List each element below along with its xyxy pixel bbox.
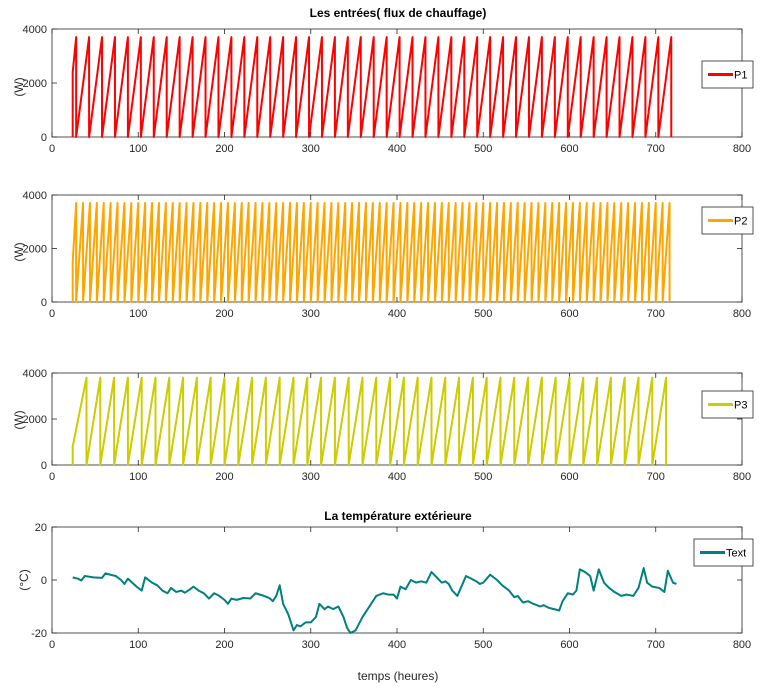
series-line-p1 bbox=[71, 36, 673, 138]
x-tick-label: 600 bbox=[560, 471, 578, 483]
legend: P2 bbox=[701, 206, 754, 235]
x-tick-label: 200 bbox=[215, 308, 233, 320]
legend-label: Text bbox=[726, 548, 746, 560]
x-tick-label: 700 bbox=[647, 143, 665, 155]
x-tick-label: 400 bbox=[388, 639, 406, 651]
legend-label: P2 bbox=[734, 216, 747, 228]
x-tick-label: 300 bbox=[302, 471, 320, 483]
x-tick-label: 0 bbox=[49, 639, 55, 651]
legend-label: P1 bbox=[734, 70, 747, 82]
x-axis-label: temps (heures) bbox=[358, 669, 439, 683]
x-tick-label: 300 bbox=[302, 639, 320, 651]
legend: P1 bbox=[701, 60, 754, 89]
chart-panel-heating-p1: Les entrées( flux de chauffage) (W) 0 100… bbox=[12, 6, 754, 155]
series-line-p3 bbox=[71, 376, 668, 466]
x-tick-label: 100 bbox=[129, 143, 147, 155]
y-tick-label: 4000 bbox=[23, 24, 47, 36]
x-tick-label: 400 bbox=[388, 471, 406, 483]
y-axis-label: (W) bbox=[12, 77, 26, 96]
y-tick-label: 20 bbox=[35, 522, 47, 534]
y-axis-label: (°C) bbox=[17, 569, 31, 590]
y-axis-label: (W) bbox=[12, 410, 26, 429]
y-tick-label: 2000 bbox=[23, 244, 47, 256]
y-tick-label: -20 bbox=[31, 628, 47, 640]
y-tick-label: 4000 bbox=[23, 368, 47, 380]
series-line-p2 bbox=[71, 202, 671, 303]
x-tick-label: 300 bbox=[302, 308, 320, 320]
series-line-text bbox=[72, 567, 677, 634]
y-tick-label: 0 bbox=[41, 575, 47, 587]
x-tick-label: 200 bbox=[215, 143, 233, 155]
x-tick-label: 700 bbox=[647, 471, 665, 483]
y-tick-label: 0 bbox=[41, 460, 47, 472]
x-tick-label: 500 bbox=[474, 308, 492, 320]
x-tick-label: 500 bbox=[474, 639, 492, 651]
x-tick-label: 800 bbox=[733, 308, 751, 320]
x-tick-label: 700 bbox=[647, 639, 665, 651]
x-tick-label: 700 bbox=[647, 308, 665, 320]
y-tick-label: 0 bbox=[41, 132, 47, 144]
y-tick-label: 0 bbox=[41, 297, 47, 309]
x-tick-label: 100 bbox=[129, 639, 147, 651]
x-tick-label: 200 bbox=[215, 471, 233, 483]
x-tick-label: 300 bbox=[302, 143, 320, 155]
legend-label: P3 bbox=[734, 400, 747, 412]
y-tick-label: 4000 bbox=[23, 190, 47, 202]
x-tick-label: 500 bbox=[474, 471, 492, 483]
x-tick-label: 600 bbox=[560, 639, 578, 651]
legend: P3 bbox=[701, 390, 754, 419]
x-tick-label: 0 bbox=[49, 471, 55, 483]
y-tick-label: 2000 bbox=[23, 78, 47, 90]
x-tick-label: 800 bbox=[733, 143, 751, 155]
x-tick-label: 800 bbox=[733, 471, 751, 483]
y-axis-label: (W) bbox=[12, 242, 26, 261]
x-tick-label: 100 bbox=[129, 471, 147, 483]
chart-title: Les entrées( flux de chauffage) bbox=[310, 6, 487, 20]
x-tick-label: 600 bbox=[560, 308, 578, 320]
plot-area bbox=[51, 526, 743, 634]
x-tick-label: 200 bbox=[215, 639, 233, 651]
chart-panel-heating-p3: (W) 0 100 200 300 400 500 600 700 800 0 2000 4000 P3 bbox=[12, 368, 754, 483]
x-tick-label: 800 bbox=[733, 639, 751, 651]
chart-panel-heating-p2: (W) 0 100 200 300 400 500 600 700 800 0 2000 4000 P2 bbox=[12, 190, 754, 320]
x-tick-label: 100 bbox=[129, 308, 147, 320]
legend: Text bbox=[693, 538, 754, 567]
x-tick-label: 0 bbox=[49, 308, 55, 320]
x-tick-label: 400 bbox=[388, 143, 406, 155]
chart-panel-outdoor-temperature: La température extérieure (°C) temps (he… bbox=[17, 509, 754, 683]
x-tick-label: 600 bbox=[560, 143, 578, 155]
x-tick-label: 0 bbox=[49, 143, 55, 155]
x-tick-label: 500 bbox=[474, 143, 492, 155]
chart-title: La température extérieure bbox=[324, 509, 472, 523]
x-tick-label: 400 bbox=[388, 308, 406, 320]
y-tick-label: 2000 bbox=[23, 414, 47, 426]
